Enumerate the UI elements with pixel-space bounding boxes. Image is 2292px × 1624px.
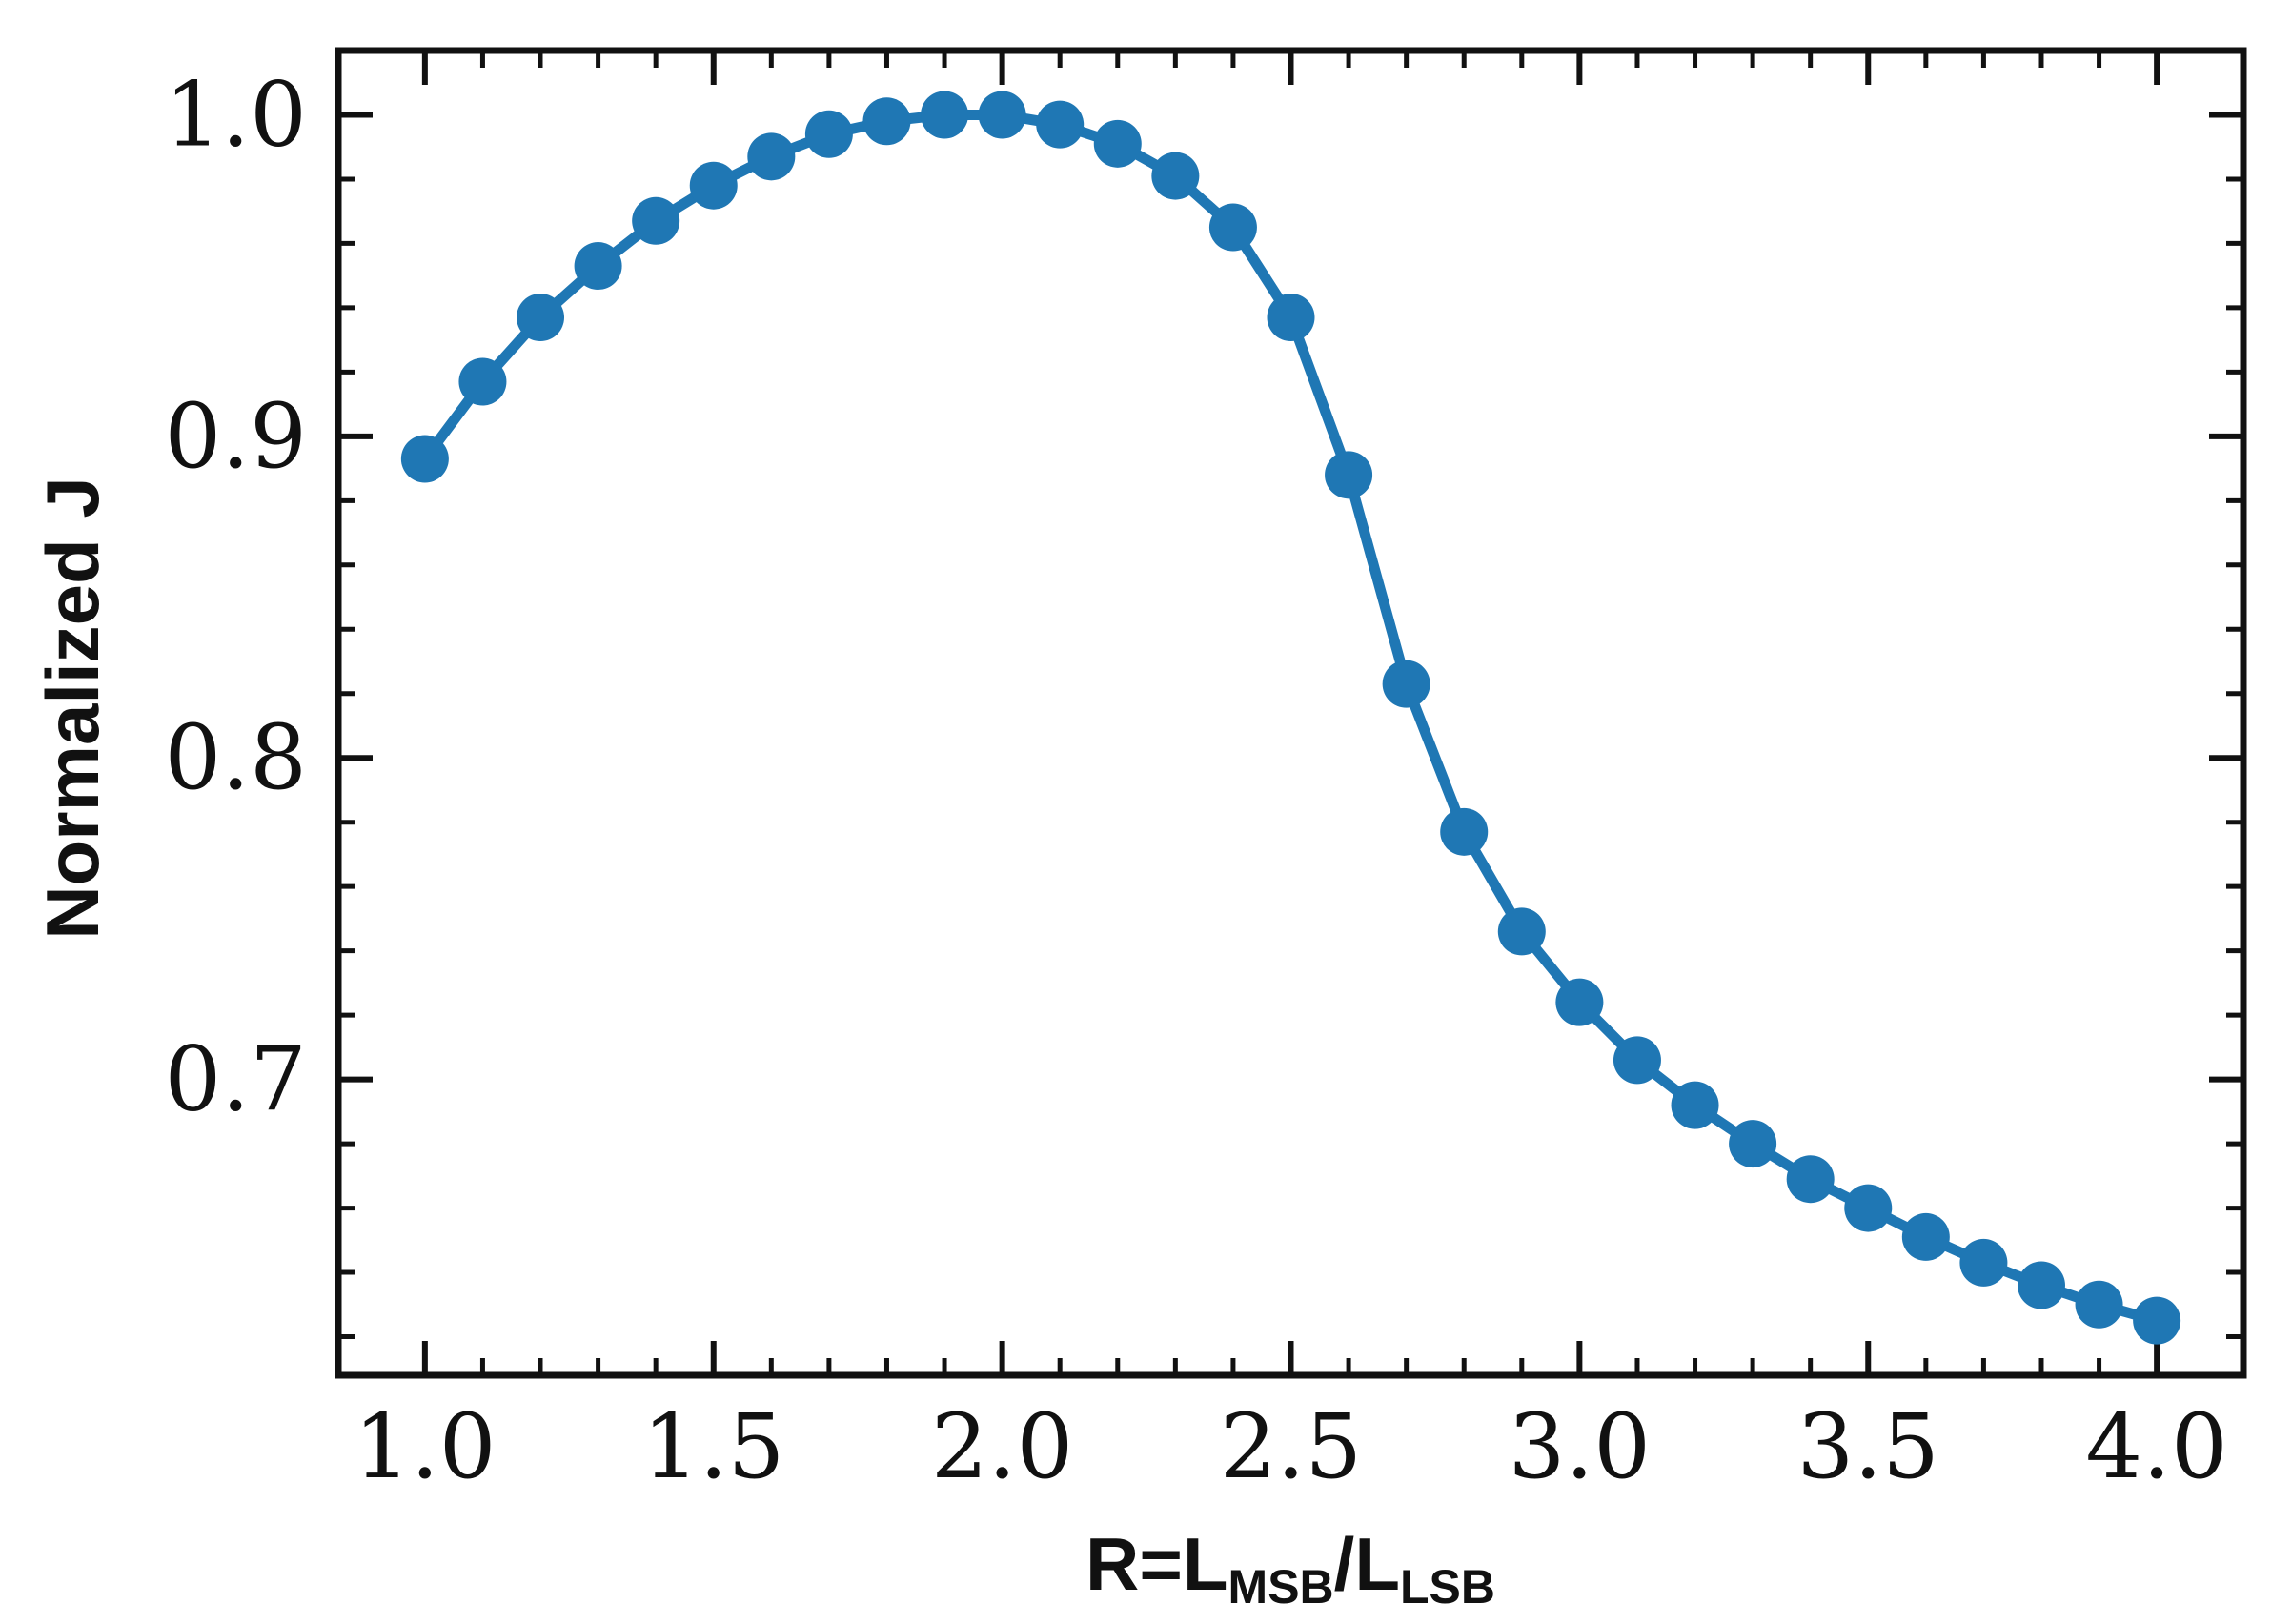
- plot-frame: [335, 47, 2247, 1379]
- data-point: [1267, 294, 1315, 342]
- x-axis-title-sub1: MSB: [1228, 1560, 1334, 1614]
- x-axis-title-sub2: LSB: [1400, 1560, 1495, 1614]
- data-point: [2017, 1261, 2065, 1309]
- x-tick-label: 2.0: [931, 1395, 1074, 1499]
- series-markers: [400, 91, 2181, 1345]
- data-point: [1151, 152, 1200, 200]
- y-tick-label: 1.0: [165, 63, 308, 167]
- data-point: [1555, 978, 1604, 1026]
- data-point: [1440, 807, 1489, 856]
- x-axis-title-mid: /L: [1334, 1522, 1400, 1606]
- data-point: [1729, 1120, 1777, 1168]
- y-tick-label: 0.9: [165, 385, 308, 489]
- data-point: [978, 91, 1026, 139]
- x-axis-title: R=LMSB/LLSB: [1085, 1522, 1495, 1614]
- data-point: [1901, 1212, 1950, 1261]
- data-point: [632, 196, 680, 245]
- data-point: [517, 294, 565, 342]
- y-tick-label: 0.7: [165, 1028, 308, 1132]
- x-axis-title-main: R=L: [1085, 1522, 1228, 1606]
- data-point: [1786, 1155, 1835, 1204]
- x-tick-label: 2.5: [1220, 1395, 1363, 1499]
- data-point: [1382, 660, 1430, 708]
- data-point: [2075, 1280, 2123, 1329]
- data-point: [1671, 1081, 1719, 1129]
- y-tick-label: 0.8: [165, 706, 308, 810]
- data-point: [1497, 907, 1546, 956]
- data-point: [574, 242, 622, 291]
- x-tick-label: 3.5: [1797, 1395, 1940, 1499]
- x-tick-label: 1.5: [642, 1395, 785, 1499]
- x-tick-label: 3.0: [1509, 1395, 1652, 1499]
- data-point: [400, 435, 449, 483]
- y-axis-title: Normalized J: [30, 477, 114, 939]
- data-point: [2133, 1296, 2181, 1345]
- data-point: [1093, 119, 1142, 168]
- data-point: [1613, 1036, 1661, 1085]
- tick-labels: 1.0 1.5 2.0 2.5 3.0 3.5 4.0 0.7 0.8 0.9 1.0: [165, 63, 2228, 1499]
- x-tick-label: 1.0: [354, 1395, 497, 1499]
- data-point: [1325, 451, 1373, 499]
- data-point: [804, 110, 853, 158]
- data-point: [458, 357, 507, 406]
- x-tick-label: 4.0: [2085, 1395, 2228, 1499]
- data-point: [921, 91, 969, 139]
- data-point: [862, 97, 911, 146]
- data-point: [1208, 203, 1257, 252]
- data-point: [1959, 1238, 2008, 1287]
- data-point: [1036, 100, 1085, 149]
- major-ticks: [338, 51, 2243, 1375]
- data-point: [747, 132, 796, 181]
- data-point: [1844, 1184, 1893, 1232]
- data-point: [689, 161, 738, 210]
